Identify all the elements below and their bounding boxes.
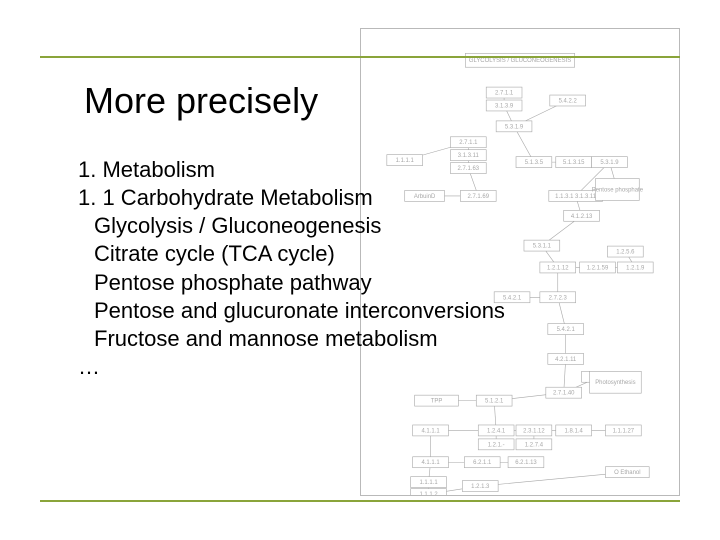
list-item: 1. 1 Carbohydrate Metabolism <box>78 184 505 212</box>
svg-text:1.2.5.6: 1.2.5.6 <box>616 250 635 256</box>
svg-text:TPP: TPP <box>431 399 443 405</box>
top-rule <box>40 56 680 58</box>
svg-text:5.4.2.1: 5.4.2.1 <box>503 295 522 301</box>
svg-text:5.1.3.15: 5.1.3.15 <box>563 160 585 166</box>
svg-text:2.7.2.3: 2.7.2.3 <box>549 295 568 301</box>
list-item: 1. Metabolism <box>78 156 505 184</box>
svg-text:1.1.1.27: 1.1.1.27 <box>613 428 635 434</box>
svg-text:5.4.2.1: 5.4.2.1 <box>557 327 576 333</box>
svg-text:4.1.1.1: 4.1.1.1 <box>421 428 440 434</box>
svg-text:5.1.3.5: 5.1.3.5 <box>525 160 544 166</box>
list-item: Pentose phosphate pathway <box>78 269 505 297</box>
svg-text:2.3.1.12: 2.3.1.12 <box>523 428 545 434</box>
svg-text:4.1.1.1: 4.1.1.1 <box>421 460 440 466</box>
slide-body: 1. Metabolism 1. 1 Carbohydrate Metaboli… <box>78 156 505 381</box>
svg-text:1.2.1.3: 1.2.1.3 <box>471 484 490 490</box>
ellipsis: … <box>78 353 505 381</box>
svg-text:3.1.3.9: 3.1.3.9 <box>495 103 514 109</box>
svg-text:2.7.1.1: 2.7.1.1 <box>495 91 514 97</box>
slide: GLYCOLYSIS / GLUCONEOGENESIS 2.7.1.1 3.1.3… <box>0 0 720 540</box>
svg-text:O Ethanol: O Ethanol <box>614 470 640 476</box>
svg-text:Photosynthesis: Photosynthesis <box>595 380 635 386</box>
svg-text:GLYCOLYSIS / GLUCONEOGENESIS: GLYCOLYSIS / GLUCONEOGENESIS <box>469 58 571 64</box>
list-item: Pentose and glucuronate interconversions <box>78 297 505 325</box>
svg-text:5.3.1.1: 5.3.1.1 <box>533 244 552 250</box>
svg-text:Pentose phosphate: Pentose phosphate <box>592 187 644 193</box>
svg-text:6.2.1.13: 6.2.1.13 <box>515 460 537 466</box>
svg-text:4.1.2.13: 4.1.2.13 <box>571 214 593 220</box>
svg-text:1.2.4.1: 1.2.4.1 <box>487 428 506 434</box>
svg-text:6.2.1.1: 6.2.1.1 <box>473 460 492 466</box>
svg-text:1.2.1.9: 1.2.1.9 <box>626 265 645 271</box>
list-item: Glycolysis / Gluconeogenesis <box>78 212 505 240</box>
svg-text:1.2.7.4: 1.2.7.4 <box>525 442 544 448</box>
svg-text:5.4.2.2: 5.4.2.2 <box>559 99 578 105</box>
svg-text:5.1.2.1: 5.1.2.1 <box>485 399 504 405</box>
svg-text:4.2.1.11: 4.2.1.11 <box>555 357 577 363</box>
svg-text:1.2.1.-: 1.2.1.- <box>488 442 505 448</box>
svg-text:5.3.1.9: 5.3.1.9 <box>505 124 524 130</box>
bottom-rule <box>40 500 680 502</box>
svg-text:1.2.1.12: 1.2.1.12 <box>547 265 569 271</box>
list-item: Citrate cycle (TCA cycle) <box>78 240 505 268</box>
svg-text:1.1.3.1 3.1.3.11: 1.1.3.1 3.1.3.11 <box>555 194 597 200</box>
slide-title: More precisely <box>84 80 318 122</box>
svg-text:1.8.1.4: 1.8.1.4 <box>565 428 584 434</box>
list-item: Fructose and mannose metabolism <box>78 325 505 353</box>
svg-text:5.3.1.9: 5.3.1.9 <box>600 160 619 166</box>
svg-text:1.1.1.1: 1.1.1.1 <box>419 480 438 486</box>
svg-text:2.7.1.1: 2.7.1.1 <box>459 140 478 146</box>
svg-text:2.7.1.40: 2.7.1.40 <box>553 391 575 397</box>
svg-text:1.1.1.2: 1.1.1.2 <box>419 492 438 495</box>
svg-text:1.2.1.59: 1.2.1.59 <box>587 265 609 271</box>
